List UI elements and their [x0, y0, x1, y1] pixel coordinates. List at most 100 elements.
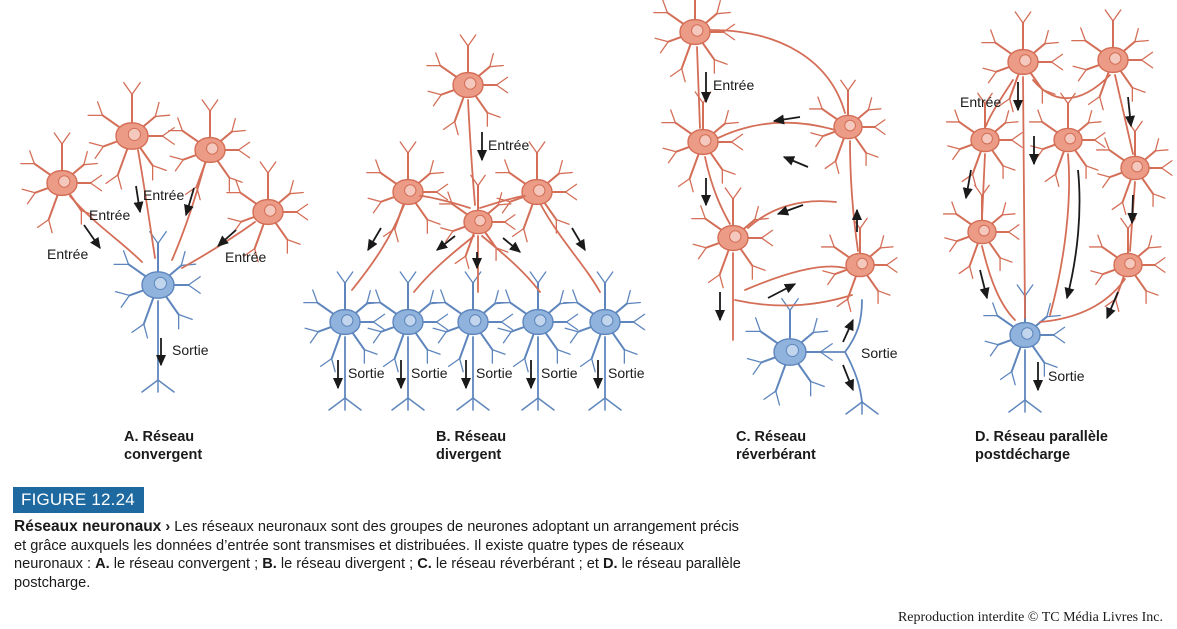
- axon-a-2: [137, 149, 156, 259]
- arrow-d-left-1: [962, 169, 973, 200]
- terminal-b-post-5: [588, 397, 622, 411]
- axon-d-left-chain: [981, 153, 986, 219]
- label-a-entree-4: Entrée: [225, 249, 266, 265]
- axon-d-main: [1022, 76, 1026, 319]
- neuron-a-pre-4: [226, 161, 309, 263]
- label-a-entree-3: Entrée: [47, 246, 88, 262]
- axon-c-2: [704, 156, 731, 225]
- axon-d-branch-left: [985, 79, 1014, 127]
- neuron-d-right-1: [1071, 9, 1154, 111]
- arrow-c-fb-2: [782, 156, 809, 168]
- arrow-c-output: [842, 364, 854, 392]
- axon-b-out-5: [540, 204, 601, 293]
- axon-b-out-1: [351, 204, 405, 291]
- caption-separator: ›: [165, 519, 171, 535]
- neuron-c-fb-2: [820, 217, 898, 313]
- axon-c-feedback-1: [717, 121, 836, 139]
- caption-letter-b: B.: [262, 556, 277, 573]
- neuron-c-1: [653, 0, 736, 83]
- caption-text-1: Les réseaux neuronaux sont des groupes d…: [14, 519, 739, 573]
- neuron-c-3: [691, 187, 774, 289]
- caption-title: Réseaux neuronaux: [14, 518, 162, 535]
- arrow-b-div-2: [436, 235, 456, 251]
- label-b-sortie-4: Sortie: [541, 365, 578, 381]
- axon-a-1: [69, 195, 143, 263]
- axon-c-collateral-2: [734, 294, 853, 307]
- panel-d-title: D. Réseau parallèle postdécharge: [975, 429, 1108, 463]
- axon-d-mid: [1049, 153, 1070, 316]
- neuron-b-mid-2: [438, 174, 516, 270]
- axon-a-3: [171, 162, 206, 261]
- axon-d-branch-right: [1032, 74, 1111, 100]
- neuron-d-left-1: [945, 92, 1023, 188]
- arrow-d-left-2: [979, 269, 990, 300]
- figure-number-badge: FIGURE 12.24: [13, 487, 144, 513]
- neuron-d-left-2: [942, 184, 1020, 280]
- axon-c-loop: [849, 140, 859, 252]
- caption-letter-c: C.: [417, 556, 432, 573]
- axon-d-left-out: [981, 245, 1016, 321]
- arrow-a-input-2: [133, 185, 144, 214]
- axon-d-right-chain-1: [1114, 74, 1134, 155]
- neuron-b-post-5: [563, 271, 646, 373]
- neuron-d-post: [983, 284, 1066, 386]
- label-c-entree: Entrée: [713, 77, 754, 93]
- arrow-b-div-4: [502, 237, 521, 253]
- copyright-notice: Reproduction interdite © TC Média Livres…: [897, 610, 1163, 625]
- figure-caption: Réseaux neuronaux › Les réseaux neuronau…: [14, 518, 754, 592]
- arrow-a-input-1: [83, 224, 101, 250]
- neuron-b-post-2: [366, 271, 449, 373]
- axon-a-4: [181, 221, 256, 269]
- axon-b-out-2: [413, 235, 475, 293]
- label-a-entree-1: Entrée: [89, 207, 130, 223]
- neuron-b-mid-1: [366, 141, 449, 243]
- neuron-c-2: [661, 91, 744, 193]
- arrow-c-fb-4: [767, 283, 797, 299]
- neuron-b-mid-3: [495, 141, 578, 243]
- terminal-b-post-4: [521, 397, 555, 411]
- axon-c-post-out: [844, 351, 863, 403]
- arrow-b-div-1: [367, 227, 382, 252]
- neuron-d-right-3: [1088, 217, 1166, 313]
- panel-b-title: B. Réseau divergent: [436, 429, 507, 463]
- label-a-sortie: Sortie: [172, 342, 209, 358]
- label-d-sortie: Sortie: [1048, 368, 1085, 384]
- terminal-d-out: [1008, 399, 1042, 413]
- neuron-a-pre-2: [87, 81, 175, 190]
- label-b-sortie-1: Sortie: [348, 365, 385, 381]
- label-d-entree: Entrée: [960, 94, 1001, 110]
- label-c-sortie: Sortie: [861, 345, 898, 361]
- axon-b-top: [467, 99, 476, 206]
- terminal-b-post-3: [456, 397, 490, 411]
- label-b-entree: Entrée: [488, 137, 529, 153]
- caption-text-5: le réseau parallèle postcharge.: [14, 556, 741, 591]
- arrow-a-input-4: [217, 229, 237, 247]
- arrow-c-fb-3: [776, 204, 804, 216]
- arrow-c-fb-1: [772, 114, 801, 125]
- arrow-d-right-3: [1106, 291, 1119, 320]
- axon-d-right-out: [1039, 278, 1126, 323]
- axon-c-collateral-1: [709, 29, 846, 114]
- axon-c-feedback-3: [747, 200, 837, 229]
- caption-text-2: le réseau convergent ;: [109, 556, 263, 573]
- neuron-b-post-3: [431, 271, 514, 373]
- label-b-sortie-3: Sortie: [476, 365, 513, 381]
- neuron-a-pre-3: [168, 99, 251, 201]
- neuron-b-top: [426, 34, 509, 136]
- arrow-b-div-5: [571, 227, 586, 252]
- axon-c-feedback-2: [744, 265, 846, 291]
- neuron-c-post: [745, 297, 833, 406]
- caption-text-3: le réseau divergent ;: [276, 556, 418, 573]
- neuron-d-mid-1: [1028, 92, 1106, 188]
- terminal-b-post-1: [328, 397, 362, 411]
- caption-text-4: le réseau réverbérant ; et: [431, 556, 603, 573]
- neuron-a-post: [113, 230, 201, 339]
- terminal-a-out: [141, 379, 175, 393]
- arrow-d-right-2: [1127, 194, 1138, 225]
- label-b-sortie-5: Sortie: [608, 365, 645, 381]
- neuron-a-pre-1: [20, 132, 103, 234]
- axon-b-branch-2: [479, 195, 526, 209]
- arrow-d-right-1: [1124, 96, 1135, 128]
- label-a-entree-2: Entrée: [143, 187, 184, 203]
- panel-c-title: C. Réseau réverbérant: [736, 429, 816, 463]
